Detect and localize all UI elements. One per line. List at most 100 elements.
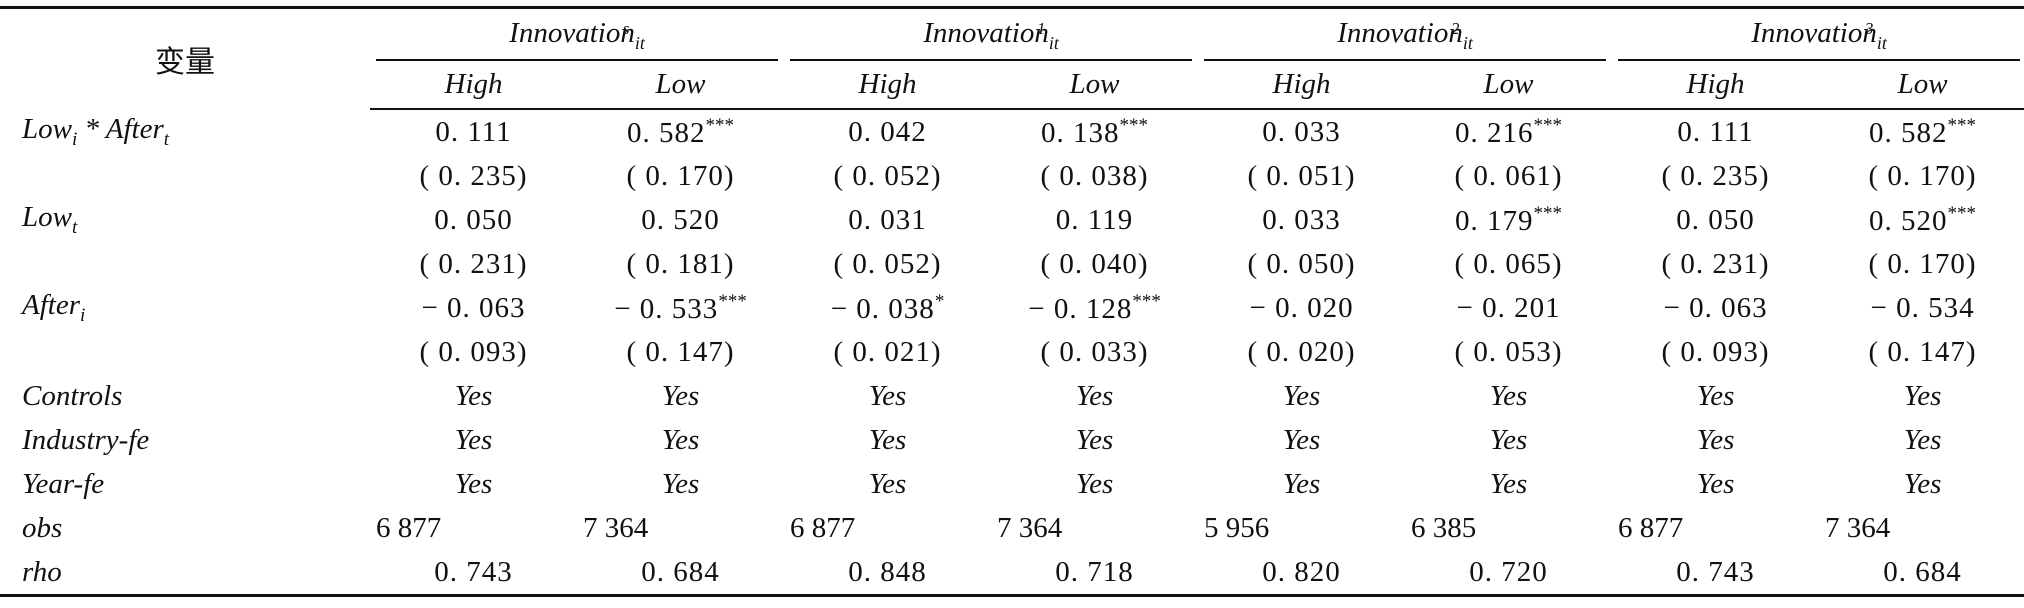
- standard-error-row: ( 0. 231) ( 0. 181) ( 0. 052) ( 0. 040) ( 0.…: [0, 242, 2024, 286]
- value-cell: ( 0. 053): [1405, 330, 1612, 374]
- regression-table: 变量 Innovationit s Innovationit 1 Innovatio…: [0, 6, 2024, 597]
- value-text: − 0. 534: [1870, 291, 1975, 324]
- yes-cell: Yes: [454, 379, 493, 412]
- value-text: − 0. 128: [1028, 292, 1133, 325]
- value-text: ( 0. 181): [626, 247, 735, 280]
- coefficient-row: Lowt 0. 050 0. 520 0. 031 0. 119 0. 033 0. 179…: [0, 198, 2024, 242]
- standard-error-row: ( 0. 235) ( 0. 170) ( 0. 052) ( 0. 038) ( 0.…: [0, 154, 2024, 198]
- value-text: 0. 111: [1677, 115, 1754, 148]
- value-text: ( 0. 235): [419, 159, 528, 192]
- yes-cell: Yes: [1903, 423, 1942, 456]
- significance-stars: ***: [1119, 114, 1149, 136]
- yes-cell: Yes: [661, 423, 700, 456]
- subcolumn-header: High: [784, 61, 992, 110]
- significance-stars: ***: [1947, 202, 1977, 224]
- value-text: − 0. 020: [1249, 291, 1354, 324]
- value-cell: ( 0. 147): [577, 330, 784, 374]
- value-text: ( 0. 021): [833, 335, 942, 368]
- value-cell: 0. 743: [1612, 550, 1820, 597]
- row-label-subscript: t: [163, 128, 170, 150]
- significance-stars: ***: [1533, 202, 1563, 224]
- value-text: 0. 216: [1455, 116, 1534, 149]
- coefficient-row: Lowi * Aftert 0. 111 0. 582*** 0. 042 0. 138…: [0, 109, 2024, 154]
- value-cell: ( 0. 020): [1198, 330, 1405, 374]
- row-label: [0, 242, 370, 286]
- subcolumn-header: Low: [1819, 61, 2024, 110]
- value-text: 0. 520: [641, 203, 720, 236]
- yes-cell: Yes: [868, 467, 907, 500]
- group-header-sub: it: [1462, 32, 1473, 53]
- group-header-innovation-s: Innovationit s: [370, 6, 785, 61]
- row-label: obs: [22, 511, 63, 544]
- value-text: 0. 520: [1869, 204, 1948, 237]
- value-text: ( 0. 065): [1454, 247, 1563, 280]
- control-row: Industry-fe Yes Yes Yes Yes Yes Yes Yes Yes: [0, 418, 2024, 462]
- value-cell: 0. 050: [370, 198, 577, 242]
- value-cell: 0. 179***: [1405, 198, 1612, 242]
- value-cell: − 0. 533***: [577, 286, 784, 330]
- value-text: ( 0. 231): [419, 247, 528, 280]
- standard-error-row: ( 0. 093) ( 0. 147) ( 0. 021) ( 0. 033) ( 0.…: [0, 330, 2024, 374]
- value-text: ( 0. 052): [833, 247, 942, 280]
- value-cell: 7 364: [583, 511, 649, 544]
- row-label-subscript: i: [71, 128, 78, 150]
- row-label: Controls: [22, 379, 123, 412]
- row-label-subscript: i: [80, 305, 86, 326]
- group-header-sup: s: [622, 19, 630, 38]
- observations-row: obs 6 877 7 364 6 877 7 364 5 956 6 385 6 877 7 …: [0, 506, 2024, 550]
- significance-stars: ***: [1947, 114, 1977, 136]
- row-label: Industry-fe: [22, 423, 150, 456]
- value-text: ( 0. 170): [1868, 247, 1977, 280]
- control-row: Year-fe Yes Yes Yes Yes Yes Yes Yes Yes: [0, 462, 2024, 506]
- value-text: − 0. 063: [421, 291, 526, 324]
- value-cell: ( 0. 170): [1819, 242, 2024, 286]
- value-text: 0. 582: [627, 116, 706, 149]
- yes-cell: Yes: [1903, 467, 1942, 500]
- value-text: 0. 031: [848, 203, 927, 236]
- row-label: Afteri: [0, 286, 370, 330]
- group-header-base: Innovation: [509, 16, 635, 49]
- value-text: ( 0. 235): [1661, 159, 1770, 192]
- value-text: 0. 050: [1676, 203, 1755, 236]
- value-cell: ( 0. 093): [370, 330, 577, 374]
- row-label: [0, 330, 370, 374]
- yes-cell: Yes: [661, 379, 700, 412]
- yes-cell: Yes: [1696, 379, 1735, 412]
- yes-cell: Yes: [1489, 379, 1528, 412]
- summary-rows: Controls Yes Yes Yes Yes Yes Yes Yes Yes Industry…: [0, 374, 2024, 597]
- group-header-base: Innovation: [1751, 16, 1877, 49]
- yes-cell: Yes: [1489, 423, 1528, 456]
- value-cell: 0. 111: [370, 109, 577, 154]
- value-cell: ( 0. 021): [784, 330, 991, 374]
- group-underline: [1618, 59, 2021, 61]
- value-cell: 0. 684: [577, 550, 785, 597]
- significance-stars: ***: [1132, 290, 1161, 312]
- group-header-sup: 3: [1864, 19, 1874, 38]
- row-label: [0, 154, 370, 198]
- yes-cell: Yes: [1903, 379, 1942, 412]
- yes-cell: Yes: [1075, 423, 1114, 456]
- value-cell: ( 0. 170): [577, 154, 784, 198]
- yes-cell: Yes: [454, 423, 493, 456]
- yes-cell: Yes: [454, 467, 493, 500]
- value-text: − 0. 533: [614, 292, 719, 325]
- yes-cell: Yes: [1696, 423, 1735, 456]
- value-cell: 0. 119: [991, 198, 1198, 242]
- subcolumn-header: Low: [1405, 61, 1613, 110]
- value-cell: ( 0. 147): [1819, 330, 2024, 374]
- value-text: 0. 582: [1869, 116, 1948, 149]
- group-header-base: Innovation: [923, 16, 1049, 49]
- value-text: ( 0. 147): [1868, 335, 1977, 368]
- value-text: − 0. 063: [1663, 291, 1768, 324]
- subcolumn-header: Low: [577, 61, 785, 110]
- value-cell: ( 0. 235): [1612, 154, 1819, 198]
- value-cell: 6 385: [1411, 511, 1477, 544]
- value-cell: ( 0. 093): [1612, 330, 1819, 374]
- subcolumn-header: High: [1612, 61, 1820, 110]
- value-text: ( 0. 051): [1247, 159, 1356, 192]
- value-cell: 0. 033: [1198, 198, 1405, 242]
- value-cell: 0. 820: [1198, 550, 1406, 597]
- value-cell: ( 0. 040): [991, 242, 1198, 286]
- value-text: ( 0. 040): [1040, 247, 1149, 280]
- group-underline: [1204, 59, 1607, 61]
